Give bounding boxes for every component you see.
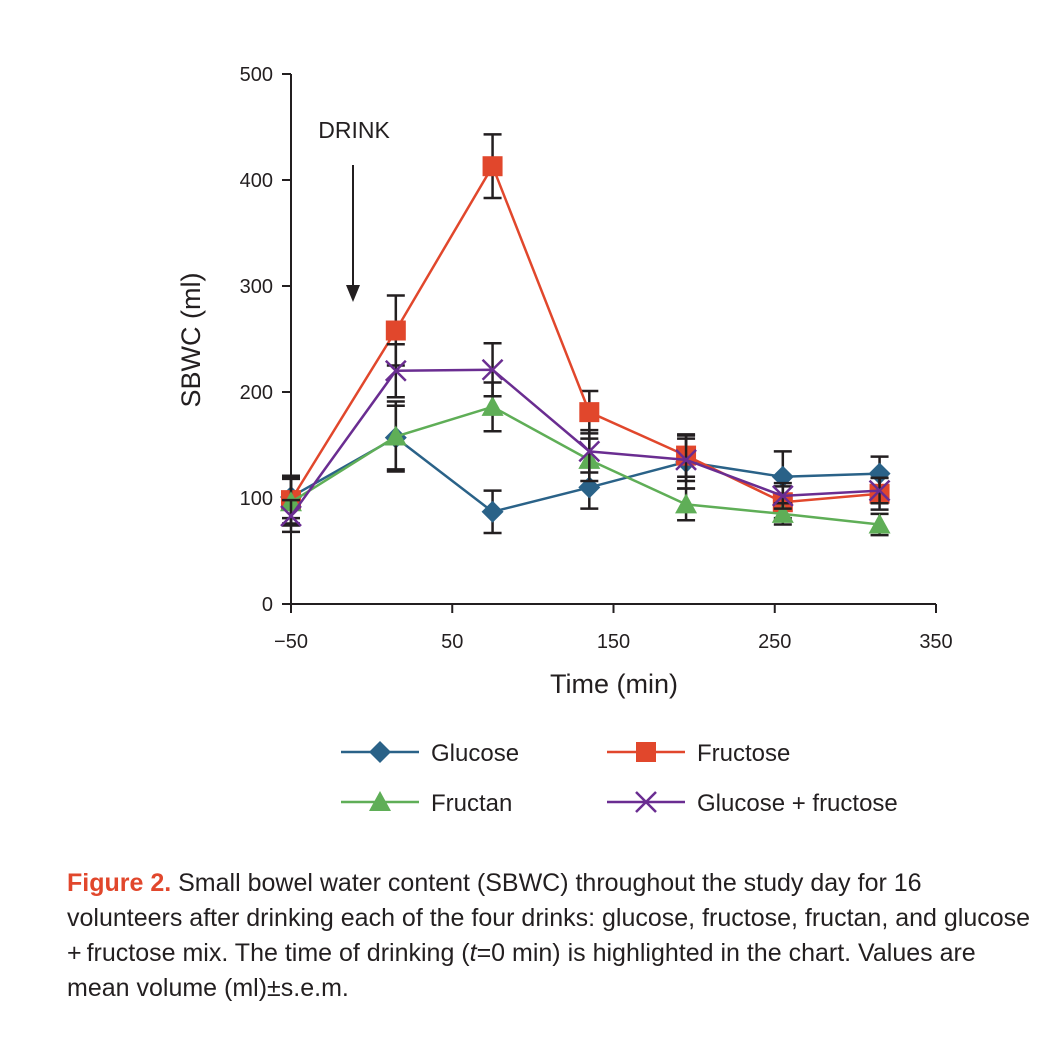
y-axis-label: SBWC (ml) xyxy=(176,273,206,408)
data-point xyxy=(868,513,891,534)
sbwc-chart: 0 100 200 300 400 500 −50 50 150 250 350 Time (min)… xyxy=(176,64,953,817)
legend-item: Glucose xyxy=(341,740,519,767)
legend-marker xyxy=(369,791,391,811)
data-point xyxy=(481,358,504,381)
legend-marker xyxy=(635,791,657,813)
caption-text-1: Small bowel water content (SBWC) through… xyxy=(67,869,1036,967)
legend-item: Fructan xyxy=(341,790,512,817)
legend-label: Glucose xyxy=(431,740,519,767)
x-tick-label: 50 xyxy=(441,631,463,653)
series-glucose xyxy=(280,404,891,535)
y-tick-label: 0 xyxy=(262,594,273,616)
series-glucose-fructose xyxy=(280,341,891,534)
drink-annotation: DRINK xyxy=(318,117,390,143)
y-tick-label: 300 xyxy=(240,276,273,298)
legend-label: Fructan xyxy=(431,790,512,817)
x-tick-label: −50 xyxy=(274,631,308,653)
figure-label: Figure 2. xyxy=(67,869,172,897)
y-tick-label: 100 xyxy=(240,488,273,510)
x-tick-label: 150 xyxy=(597,631,630,653)
data-point xyxy=(771,484,794,507)
legend-item: Glucose + fructose xyxy=(607,790,898,817)
data-point xyxy=(481,395,504,416)
data-point xyxy=(868,479,891,502)
y-tick-label: 400 xyxy=(240,170,273,192)
figure-caption: Figure 2. Small bowel water content (SBW… xyxy=(67,866,1042,1006)
y-tick-label: 200 xyxy=(240,382,273,404)
data-point xyxy=(675,493,698,514)
data-point xyxy=(385,320,406,341)
x-axis-label: Time (min) xyxy=(550,669,678,699)
data-point xyxy=(481,500,504,523)
data-point xyxy=(384,359,407,382)
legend-marker xyxy=(369,741,391,763)
data-point xyxy=(771,502,794,523)
data-point xyxy=(280,505,302,527)
data-point xyxy=(675,448,697,471)
drink-arrow-head xyxy=(346,285,360,302)
caption-t: t xyxy=(469,939,477,967)
legend-item: Fructose xyxy=(607,740,790,767)
data-point xyxy=(482,156,503,177)
data-point xyxy=(384,425,407,446)
legend-marker xyxy=(636,742,656,762)
data-point xyxy=(868,462,891,485)
x-tick-label: 250 xyxy=(758,631,791,653)
data-point xyxy=(578,440,601,463)
legend-label: Fructose xyxy=(697,740,790,767)
caption-text-2: =0 min) is highlighted in the chart. Val… xyxy=(67,939,976,1002)
y-tick-label: 500 xyxy=(240,64,273,86)
data-point xyxy=(579,402,600,423)
legend-label: Glucose + fructose xyxy=(697,790,898,817)
x-tick-label: 350 xyxy=(919,631,952,653)
